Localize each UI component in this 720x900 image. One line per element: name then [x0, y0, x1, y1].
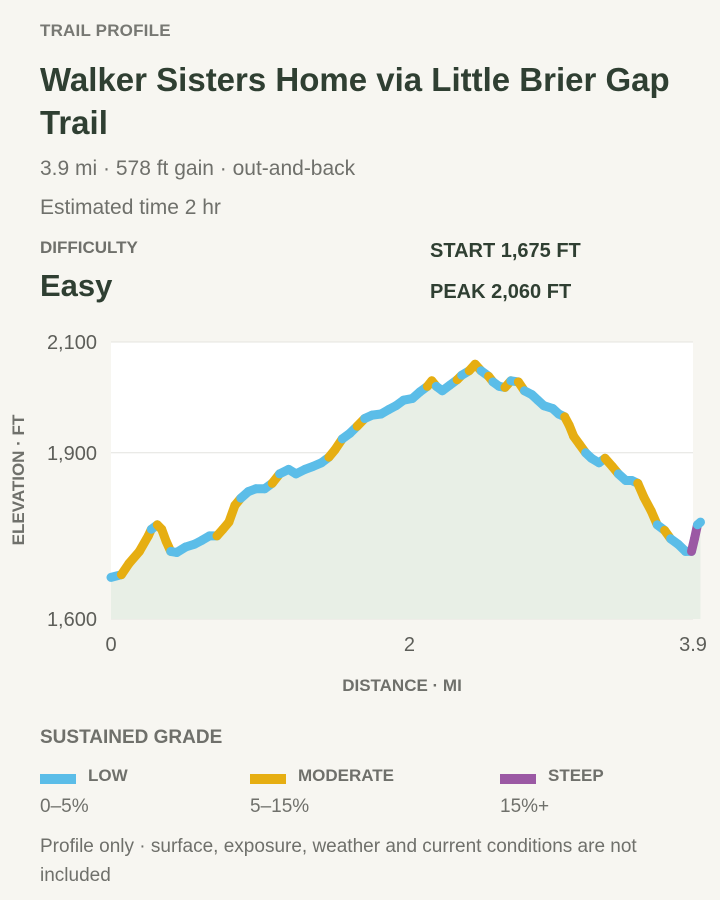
legend-label-steep: STEEP	[548, 766, 604, 785]
legend-range-low: 0–5%	[40, 796, 89, 817]
peak-elevation: PEAK 2,060 FT	[430, 281, 572, 303]
legend-range-steep: 15%+	[500, 796, 550, 817]
x-axis-ticks: 0 2 3.9	[105, 634, 706, 656]
legend-range-moderate: 5–15%	[250, 796, 310, 817]
legend-label-moderate: MODERATE	[298, 766, 395, 785]
elevation-line	[106, 359, 705, 582]
legend-swatch-steep	[500, 774, 536, 784]
legend-swatch-low	[40, 774, 76, 784]
x-tick-label: 0	[105, 634, 116, 656]
estimated-time: Estimated time 2 hr	[40, 196, 221, 219]
difficulty-label: DIFFICULTY	[40, 238, 138, 257]
profile-segment	[693, 517, 705, 530]
difficulty-value: Easy	[40, 268, 113, 303]
y-tick-label: 2,100	[47, 332, 97, 354]
eyebrow-label: TRAIL PROFILE	[40, 21, 171, 40]
y-tick-label: 1,900	[47, 443, 97, 465]
legend-title: SUSTAINED GRADE	[40, 727, 223, 748]
elevation-area	[111, 364, 701, 619]
x-tick-label: 3.9	[679, 634, 707, 656]
y-axis-ticks: 1,600 1,900 2,100	[47, 332, 97, 631]
page-title: Walker Sisters Home via Little Brier Gap…	[40, 61, 670, 141]
legend-swatch-moderate	[250, 774, 286, 784]
y-tick-label: 1,600	[47, 609, 97, 631]
start-elevation: START 1,675 FT	[430, 240, 581, 262]
y-axis-title: ELEVATION · FT	[9, 414, 28, 545]
trail-summary: 3.9 mi · 578 ft gain · out-and-back	[40, 157, 356, 180]
x-axis-title: DISTANCE · MI	[342, 676, 462, 695]
legend-label-low: LOW	[88, 766, 128, 785]
x-tick-label: 2	[404, 634, 415, 656]
disclaimer-note: Profile only · surface, exposure, weathe…	[40, 836, 637, 886]
